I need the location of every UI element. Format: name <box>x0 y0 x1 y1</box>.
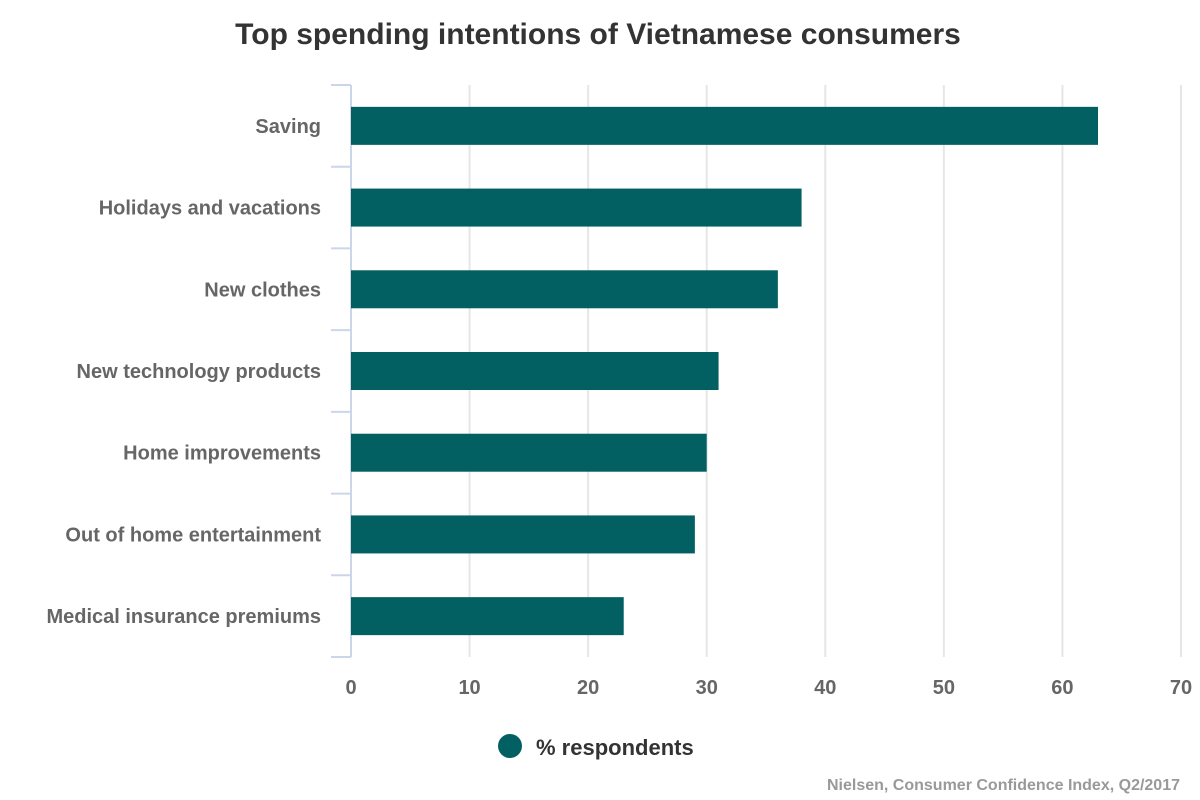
bar[interactable] <box>351 270 778 309</box>
source-credit: Nielsen, Consumer Confidence Index, Q2/2… <box>827 777 1180 794</box>
x-tick-labels: 0 10 20 30 40 50 60 70 <box>345 677 1192 699</box>
legend-swatch-icon[interactable] <box>498 734 522 758</box>
legend[interactable]: % respondents <box>498 734 694 760</box>
bar[interactable] <box>351 188 802 227</box>
x-tick-label: 20 <box>577 677 599 699</box>
chart-title: Top spending intentions of Vietnamese co… <box>235 18 961 51</box>
bar[interactable] <box>351 597 624 636</box>
bar[interactable] <box>351 106 1098 145</box>
bar[interactable] <box>351 515 695 554</box>
category-label: Medical insurance premiums <box>46 606 321 628</box>
category-label: New clothes <box>204 279 321 301</box>
axes <box>331 84 352 658</box>
category-labels: Saving Holidays and vacations New clothes N… <box>46 116 321 628</box>
x-tick-label: 70 <box>1170 677 1192 699</box>
x-tick-label: 30 <box>696 677 718 699</box>
x-tick-label: 10 <box>458 677 480 699</box>
bars <box>351 106 1098 636</box>
category-label: Out of home entertainment <box>65 524 321 546</box>
bar[interactable] <box>351 352 719 390</box>
category-label: Saving <box>255 116 321 138</box>
category-label: Home improvements <box>123 443 321 465</box>
category-label: New technology products <box>77 361 321 383</box>
bar[interactable] <box>351 433 707 472</box>
x-tick-label: 0 <box>345 677 356 699</box>
x-tick-label: 60 <box>1051 677 1073 699</box>
category-label: Holidays and vacations <box>99 198 321 220</box>
x-tick-label: 50 <box>933 677 955 699</box>
x-tick-label: 40 <box>814 677 836 699</box>
legend-label[interactable]: % respondents <box>536 735 694 760</box>
